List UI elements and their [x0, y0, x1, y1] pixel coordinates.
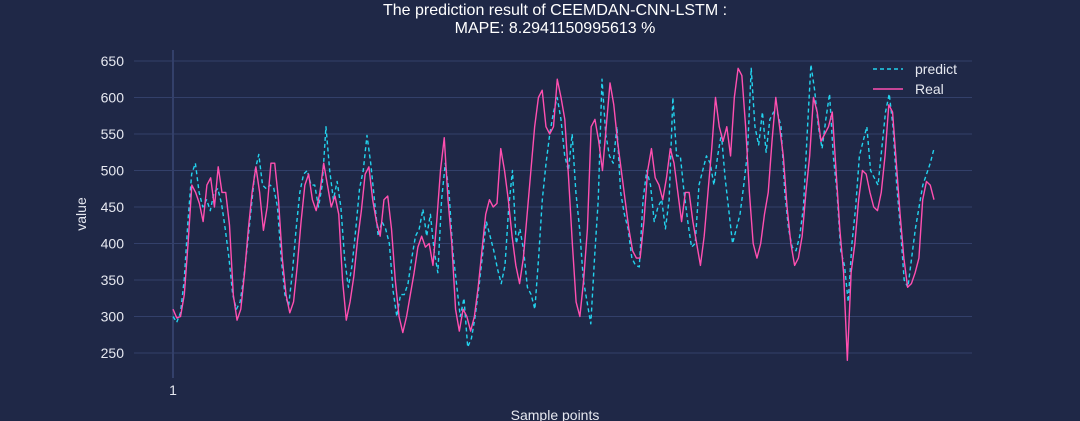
x-axis-title: Sample points	[511, 407, 600, 421]
y-tick-label: 300	[101, 309, 125, 325]
series-line-real	[172, 67, 935, 361]
y-tick-label: 600	[101, 90, 125, 106]
grid	[134, 50, 972, 378]
series-layer	[172, 63, 935, 361]
series-line-predict	[172, 63, 935, 348]
chart-title-line-1: The prediction result of CEEMDAN-CNN-LST…	[383, 2, 727, 19]
chart-title-line-2: MAPE: 8.2941150995613 %	[455, 20, 656, 37]
y-tick-label: 350	[101, 272, 125, 288]
y-tick-label: 500	[101, 163, 125, 179]
y-axis-ticks: 250 300 350 400 450 500 550 600 650	[101, 53, 125, 361]
x-tick-label: 1	[169, 382, 177, 398]
y-tick-label: 250	[101, 345, 125, 361]
y-tick-label: 400	[101, 236, 125, 252]
y-tick-label: 650	[101, 53, 125, 69]
y-tick-label: 450	[101, 199, 125, 215]
legend-predict-label: predict	[915, 61, 957, 77]
y-axis-title: value	[73, 197, 89, 231]
legend-real-label: Real	[915, 81, 944, 97]
legend[interactable]: predict Real	[873, 61, 957, 97]
y-tick-label: 550	[101, 126, 125, 142]
